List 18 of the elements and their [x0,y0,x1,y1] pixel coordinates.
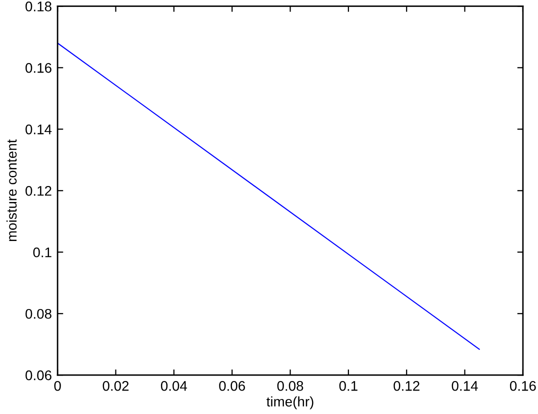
x-tick-label: 0.12 [394,381,420,391]
y-tick-label: 0.14 [26,124,52,134]
y-tick-label: 0.12 [26,186,52,196]
x-tick-label: 0.14 [452,381,478,391]
x-axis-title: time(hr) [266,396,314,410]
y-tick-label: 0.06 [26,370,52,380]
x-tick-label: 0.02 [102,381,129,391]
x-tick-label: 0.1 [339,381,358,391]
y-axis-title: moisture content [6,139,17,242]
x-tick-label: 0.06 [219,381,245,391]
y-tick-label: 0.16 [26,63,52,73]
x-tick-label: 0.16 [510,381,536,391]
y-tick-label: 0.1 [33,247,52,258]
x-tick-label: 0.08 [277,381,304,391]
x-tick-label: 0 [54,381,61,391]
x-tick-label: 0.04 [160,381,188,391]
y-tick-label: 0.08 [26,308,52,319]
y-tick-label: 0.18 [26,2,52,12]
